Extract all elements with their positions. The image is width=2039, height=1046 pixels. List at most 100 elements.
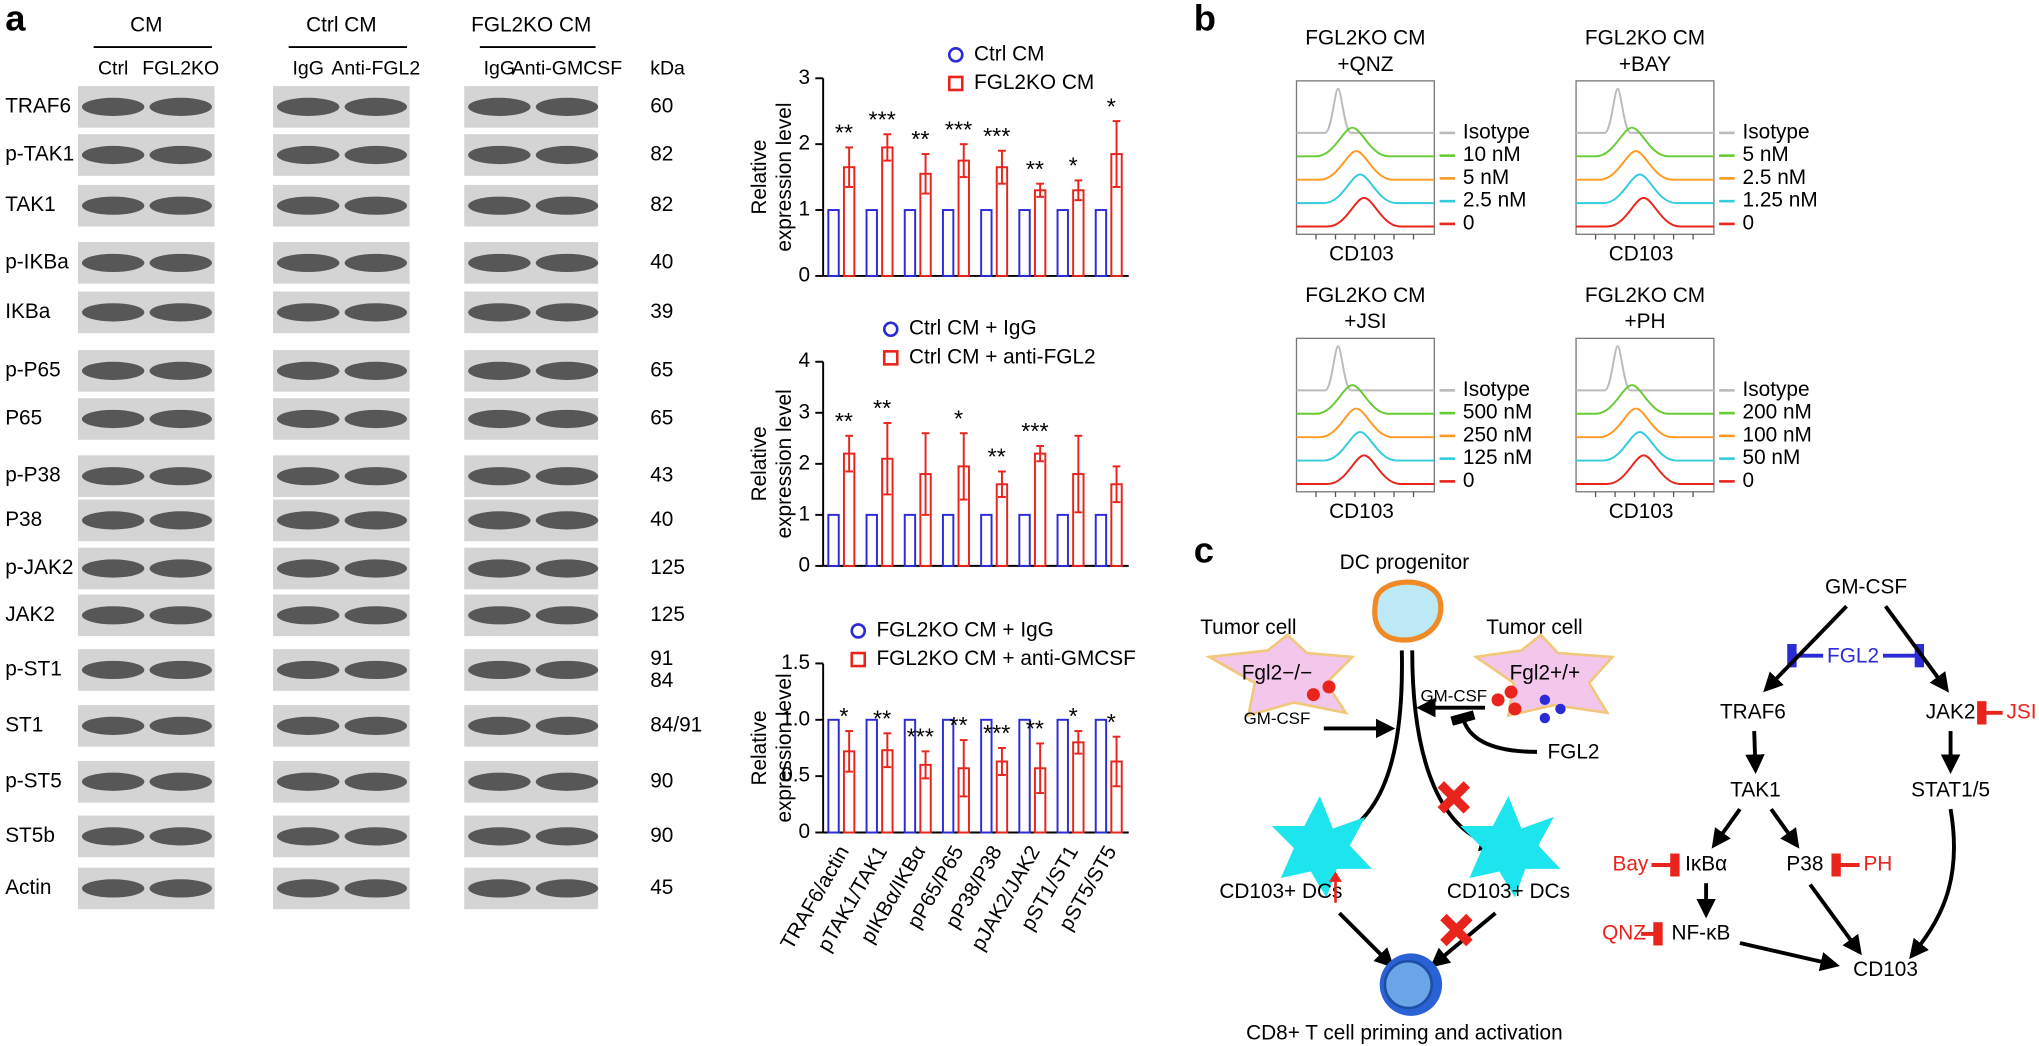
legend-marker [947,47,964,63]
dot [1508,702,1522,716]
legend-label: 50 nM [1743,446,1801,469]
band [468,827,531,846]
bar [865,209,878,277]
flow-title: +QNZ [1337,53,1393,76]
legend-marker [850,651,867,668]
legend-label: 125 nM [1463,446,1532,469]
band [344,879,408,898]
band [468,660,531,680]
band [149,606,212,625]
legend-label: 0 [1463,469,1475,492]
band [81,772,145,791]
y-tick-label: 3 [799,66,811,89]
band [149,827,212,846]
band [344,827,408,846]
kda: 65 [650,358,673,381]
legend-label: 0 [1743,211,1755,234]
y-tick-label: 2 [799,132,811,155]
band [468,361,531,380]
bar [980,513,993,567]
histogram [1576,126,1714,158]
histogram [1576,87,1714,134]
band [276,196,340,215]
band [535,827,599,846]
flow-box [1575,80,1715,235]
band [149,559,212,578]
node: CD103 [1853,958,1918,981]
row-label: p-ST5 [5,769,62,792]
significance: *** [868,106,895,132]
bar [941,513,955,567]
significance: *** [945,116,972,142]
band [149,511,212,530]
row-label: p-P65 [5,358,61,381]
node: FGL2 [1827,644,1879,667]
band [344,559,408,578]
row-label: IKBa [5,300,51,323]
band [468,879,531,898]
legend-marker [947,75,964,92]
node: Bay [1612,853,1648,876]
legend-label: 0 [1463,211,1475,234]
bar [941,209,955,277]
band [468,467,531,486]
histogram [1296,345,1435,392]
bar [903,209,917,277]
kda: 40 [650,250,673,273]
band [149,303,212,322]
band [149,253,212,273]
bar [1056,718,1069,834]
y-tick-label: 0 [799,263,811,286]
histogram [1576,407,1714,439]
flow-title: FGL2KO CM [1305,27,1425,50]
significance: * [839,703,848,729]
kda: 39 [650,300,673,323]
band [468,97,531,116]
bar [941,718,955,834]
kda: 43 [650,464,673,487]
y-tick-label: 3 [799,400,811,423]
kda: 40 [650,508,673,531]
band [81,511,145,530]
node: GM-CSF [1825,576,1907,599]
significance: ** [949,712,967,738]
x-axis-label: CD103 [1329,500,1394,523]
legend-label: FGL2KO CM + IgG [876,618,1053,641]
band [344,716,408,735]
histogram [1296,87,1435,134]
bar [1094,718,1108,834]
band [81,253,145,273]
histogram [1576,454,1714,485]
kda: 45 [650,876,673,899]
band [149,772,212,791]
significance: *** [907,724,934,750]
band [81,409,145,429]
label: Tumor cell [1486,616,1582,639]
band [276,97,340,116]
x-axis-label: CD103 [1609,500,1674,523]
band [149,196,212,215]
bar [980,718,993,834]
label: CD103+ DCs [1219,880,1342,903]
y-axis-label: expression level [773,389,796,538]
group-header: FGL2KO CM [471,14,591,37]
flow-box [1575,337,1715,493]
bar [827,209,840,277]
dot [1555,703,1566,715]
band [81,97,145,116]
lane-label: Anti-GMCSF [512,57,623,79]
flow-title: +JSI [1344,310,1386,333]
legend-label: 2.5 nM [1463,189,1527,212]
band [149,361,212,380]
band [344,606,408,625]
significance: *** [983,123,1010,149]
band [149,467,212,486]
dot [1539,712,1551,724]
legend-label: 5 nM [1463,166,1509,189]
band [344,145,408,165]
kda: 82 [650,193,673,216]
y-tick-label: 2 [799,451,811,474]
band [468,145,531,165]
band [149,409,212,429]
flow-title: +PH [1624,310,1665,333]
